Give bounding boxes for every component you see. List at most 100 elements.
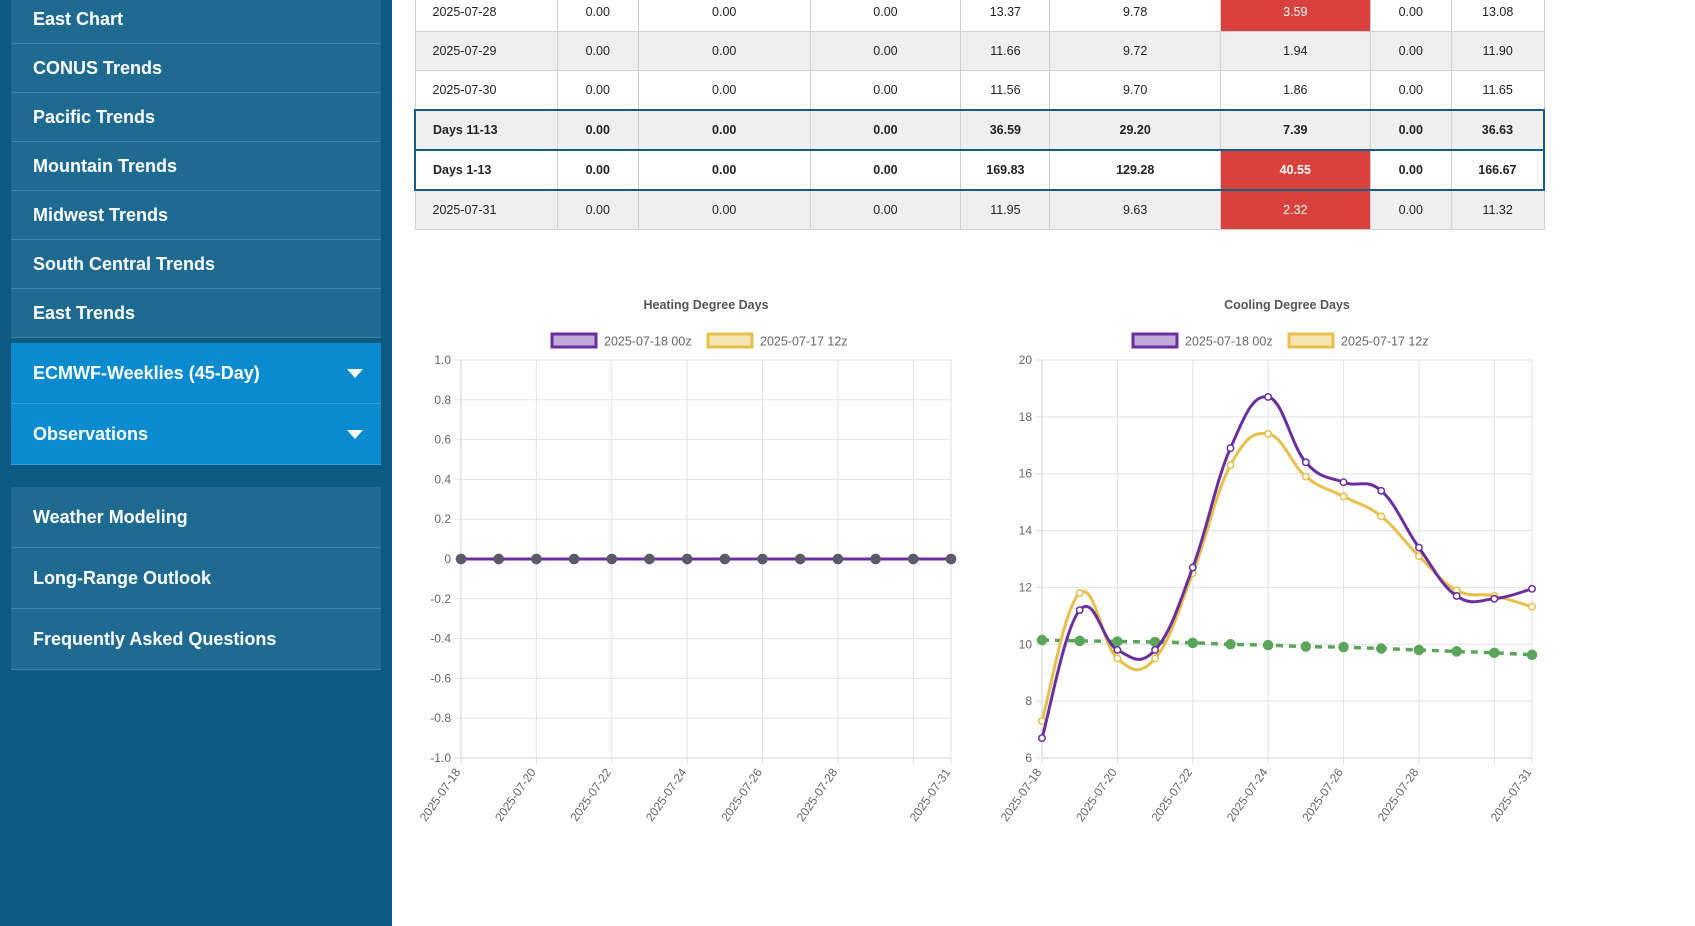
data-point	[1151, 646, 1160, 654]
sidebar-item-weather-modeling[interactable]: Weather Modeling	[11, 487, 381, 548]
y-tick-label: 10	[1019, 637, 1033, 651]
data-point	[1112, 636, 1123, 647]
y-tick-label: 0.8	[434, 393, 451, 407]
table-cell: 1.94	[1219, 31, 1371, 71]
table-cell: 11.95	[960, 189, 1051, 230]
data-point	[1339, 478, 1348, 487]
table-cell: 0.00	[556, 109, 639, 151]
table-cell: 40.55	[1219, 149, 1371, 191]
table-cell: 13.37	[960, 0, 1051, 32]
sidebar-item-east-chart[interactable]: East Chart	[11, 0, 381, 44]
sidebar-item-frequently-asked-questions[interactable]: Frequently Asked Questions	[11, 609, 381, 670]
chart-title: Heating Degree Days	[643, 298, 768, 312]
data-point	[870, 553, 881, 565]
table-cell: 0.00	[1369, 31, 1452, 71]
legend-label: 2025-07-18 00z	[604, 335, 692, 349]
table-cell: 0.00	[556, 0, 639, 32]
series-line-00z	[1040, 395, 1533, 739]
sidebar-item-conus-trends[interactable]: CONUS Trends	[11, 44, 381, 93]
table-cell: 11.90	[1450, 31, 1545, 71]
data-point	[1414, 543, 1423, 552]
table-cell: 166.67	[1450, 149, 1545, 191]
sidebar-item-long-range-outlook[interactable]: Long-Range Outlook	[11, 548, 381, 609]
table-cell: 0.00	[556, 149, 639, 191]
table-cell: 13.08	[1450, 0, 1545, 32]
table-cell: 0.00	[637, 149, 811, 191]
y-tick-label: -0.4	[430, 632, 451, 646]
degree-day-table: 2025-07-28 0.00 0.00 0.00 13.37 9.78 3.59 0.00 1…	[413, 0, 1545, 230]
legend-label: 2025-07-17 12z	[1341, 335, 1429, 349]
sidebar-item-south-central-trends[interactable]: South Central Trends	[11, 240, 381, 289]
data-point	[1075, 589, 1084, 598]
sidebar-top-group: East Chart CONUS Trends Pacific Trends Moun…	[11, 0, 381, 338]
row-date-cell: 2025-07-28	[414, 0, 558, 32]
data-point	[1075, 606, 1084, 615]
cooling-degree-days-chart: Cooling Degree Days 2025-07-18 00z 2025-07…	[987, 290, 1557, 855]
table-row: 2025-07-28 0.00 0.00 0.00 13.37 9.78 3.59 0.00 1…	[414, 0, 1545, 32]
table-cell: 0.00	[809, 70, 962, 111]
table-cell: 9.70	[1049, 70, 1221, 111]
data-point	[568, 553, 580, 565]
data-point	[644, 553, 655, 565]
sidebar-item-east-trends[interactable]: East Trends	[11, 289, 381, 338]
table-cell: 0.00	[637, 0, 811, 32]
sidebar-dropdown-label: ECMWF-Weeklies (45-Day)	[33, 363, 260, 383]
y-tick-label: -0.6	[430, 671, 451, 685]
row-date-cell: Days 1-13	[413, 149, 558, 191]
x-tick-label: 2025-07-31	[907, 765, 954, 824]
x-tick-label: 2025-07-22	[568, 765, 615, 824]
table-cell: 9.72	[1049, 31, 1221, 71]
data-point	[1264, 393, 1273, 401]
y-tick-label: 0.4	[434, 472, 451, 486]
y-tick-label: 20	[1019, 353, 1033, 367]
x-tick-label: 2025-07-24	[643, 765, 690, 824]
chart-svg: Cooling Degree Days 2025-07-18 00z 2025-07…	[998, 298, 1538, 824]
table-cell: 0.00	[809, 0, 962, 32]
data-point	[1225, 639, 1236, 650]
table-cell: 11.32	[1450, 189, 1545, 230]
data-point	[1526, 649, 1538, 661]
data-point	[1413, 644, 1425, 656]
row-date-cell: 2025-07-31	[414, 189, 558, 230]
x-tick-label: 2025-07-31	[1488, 765, 1535, 824]
legend-swatch	[1287, 332, 1335, 349]
table-cell: 3.59	[1219, 0, 1371, 32]
x-tick-label: 2025-07-24	[1224, 765, 1271, 824]
table-cell: 11.65	[1450, 70, 1545, 111]
x-tick-label: 2025-07-18	[417, 765, 464, 824]
sidebar-dropdown-ecmwf-weeklies-45-day[interactable]: ECMWF-Weeklies (45-Day)	[11, 343, 381, 404]
row-date-cell: 2025-07-29	[414, 31, 558, 71]
main-content: 2025-07-28 0.00 0.00 0.00 13.37 9.78 3.59 0.00 1…	[392, 0, 1695, 926]
data-point	[1151, 654, 1160, 663]
data-point	[1377, 512, 1386, 521]
table-cell: 0.00	[1369, 0, 1452, 32]
data-point	[945, 553, 957, 565]
table-cell: 9.63	[1049, 189, 1221, 230]
table-cell: 36.59	[960, 109, 1051, 151]
table-cell: 9.78	[1049, 0, 1221, 32]
table-row: Days 1-13 0.00 0.00 0.00 169.83 129.28 40.55 0.…	[413, 149, 1545, 191]
table-row: 2025-07-31 0.00 0.00 0.00 11.95 9.63 2.32 0.00 1…	[414, 189, 1545, 230]
data-point	[1489, 647, 1500, 659]
data-point	[1113, 646, 1122, 654]
sidebar-item-pacific-trends[interactable]: Pacific Trends	[11, 93, 381, 142]
sidebar-item-midwest-trends[interactable]: Midwest Trends	[11, 191, 381, 240]
table-cell: 0.00	[556, 70, 639, 111]
sidebar-dropdown-observations[interactable]: Observations	[11, 404, 381, 465]
table-cell: 0.00	[637, 31, 811, 71]
data-point	[1188, 563, 1197, 572]
data-point	[908, 553, 919, 565]
table-row: 2025-07-29 0.00 0.00 0.00 11.66 9.72 1.94 0.00 1…	[414, 31, 1545, 71]
data-point	[1414, 552, 1423, 561]
data-point	[1226, 444, 1235, 453]
sidebar-item-mountain-trends[interactable]: Mountain Trends	[11, 142, 381, 191]
data-point	[1451, 646, 1462, 657]
y-tick-label: 0.2	[434, 512, 451, 526]
table-row: Days 11-13 0.00 0.00 0.00 36.59 29.20 7.39 0.00…	[413, 109, 1545, 151]
x-tick-label: 2025-07-28	[794, 765, 841, 824]
data-point	[1377, 486, 1386, 495]
chart-svg: Heating Degree Days 2025-07-18 00z 2025-07…	[417, 298, 957, 824]
y-tick-label: 0	[444, 552, 451, 566]
legend-swatch	[550, 332, 598, 349]
data-point	[1262, 639, 1274, 651]
